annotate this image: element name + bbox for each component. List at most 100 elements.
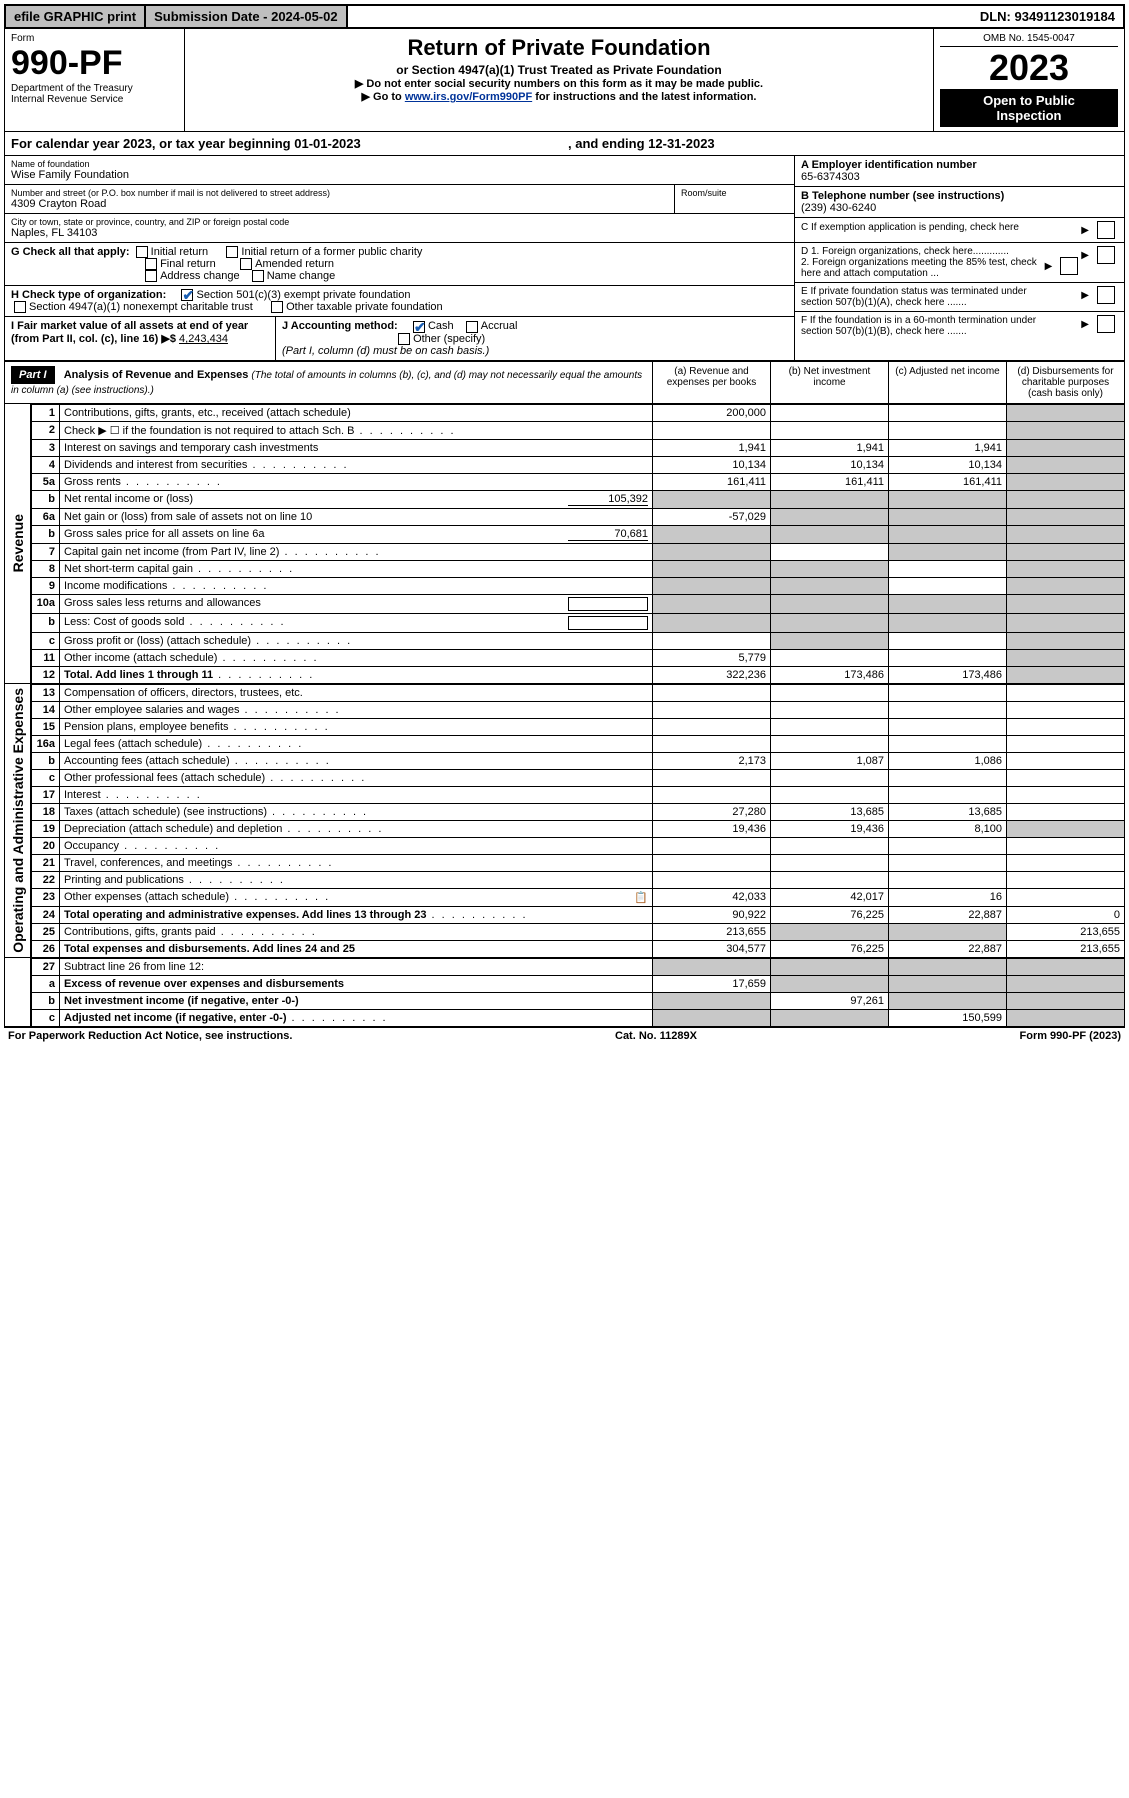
irs-link[interactable]: www.irs.gov/Form990PF — [405, 91, 532, 103]
revenue-table: 1Contributions, gifts, grants, etc., rec… — [31, 404, 1125, 684]
cell-b: 76,225 — [771, 940, 889, 957]
line-number: c — [32, 632, 60, 649]
cell-d — [1007, 752, 1125, 769]
cell-c — [889, 735, 1007, 752]
j-label: J Accounting method: — [282, 320, 398, 332]
a-label: A Employer identification number — [801, 159, 977, 171]
501c3-checkbox[interactable] — [181, 289, 193, 301]
cell-c: 161,411 — [889, 473, 1007, 490]
f-label: F If the foundation is in a 60-month ter… — [801, 315, 1051, 337]
cell-c — [889, 837, 1007, 854]
cell-b — [771, 613, 889, 632]
cell-b: 161,411 — [771, 473, 889, 490]
cash-checkbox[interactable] — [413, 321, 425, 333]
cell-d — [1007, 854, 1125, 871]
e-checkbox[interactable] — [1097, 286, 1115, 304]
line-description: Travel, conferences, and meetings — [60, 854, 653, 871]
tax-year: 2023 — [940, 47, 1118, 89]
line-description: Gross profit or (loss) (attach schedule) — [60, 632, 653, 649]
other-method-checkbox[interactable] — [398, 333, 410, 345]
line-description: Depreciation (attach schedule) and deple… — [60, 820, 653, 837]
line-number: 1 — [32, 404, 60, 421]
line-description: Total operating and administrative expen… — [60, 906, 653, 923]
cell-b: 1,941 — [771, 439, 889, 456]
part1-label: Part I — [11, 366, 55, 384]
open-public-badge: Open to Public Inspection — [940, 89, 1118, 127]
cell-b — [771, 769, 889, 786]
amended-return-checkbox[interactable] — [240, 258, 252, 270]
j-cash: Cash — [428, 320, 454, 332]
4947-checkbox[interactable] — [14, 301, 26, 313]
instr2-post: for instructions and the latest informat… — [532, 91, 756, 103]
city-label: City or town, state or province, country… — [11, 217, 788, 227]
cell-b — [771, 421, 889, 439]
table-row: 2Check ▶ ☐ if the foundation is not requ… — [32, 421, 1125, 439]
g-opt-2: Final return — [160, 258, 216, 270]
table-row: 20Occupancy — [32, 837, 1125, 854]
cell-c — [889, 632, 1007, 649]
cell-a — [653, 871, 771, 888]
cell-b: 19,436 — [771, 820, 889, 837]
line-description: Adjusted net income (if negative, enter … — [60, 1009, 653, 1026]
name-change-checkbox[interactable] — [252, 270, 264, 282]
line-number: 20 — [32, 837, 60, 854]
cell-a: 200,000 — [653, 404, 771, 421]
line-description: Net gain or (loss) from sale of assets n… — [60, 508, 653, 525]
final-return-checkbox[interactable] — [145, 258, 157, 270]
line-description: Gross sales less returns and allowances — [60, 594, 653, 613]
foundation-name: Wise Family Foundation — [11, 169, 788, 181]
cell-b: 42,017 — [771, 888, 889, 906]
initial-return-checkbox[interactable] — [136, 246, 148, 258]
cell-c — [889, 613, 1007, 632]
revenue-section: Revenue 1Contributions, gifts, grants, e… — [4, 404, 1125, 684]
g-opt-1: Initial return of a former public charit… — [241, 246, 422, 258]
c-checkbox[interactable] — [1097, 221, 1115, 239]
table-row: 24Total operating and administrative exp… — [32, 906, 1125, 923]
address-change-checkbox[interactable] — [145, 270, 157, 282]
cell-d — [1007, 404, 1125, 421]
j-block: J Accounting method: Cash Accrual Other … — [275, 317, 794, 359]
line-description: Income modifications — [60, 577, 653, 594]
cell-d — [1007, 649, 1125, 666]
line-description: Legal fees (attach schedule) — [60, 735, 653, 752]
cell-b: 173,486 — [771, 666, 889, 683]
line-number: 23 — [32, 888, 60, 906]
dln-label: DLN: 93491123019184 — [972, 6, 1123, 27]
table-row: 11Other income (attach schedule)5,779 — [32, 649, 1125, 666]
cell-d — [1007, 992, 1125, 1009]
d1-checkbox[interactable] — [1097, 246, 1115, 264]
line-number: 22 — [32, 871, 60, 888]
line-number: c — [32, 769, 60, 786]
cell-c — [889, 992, 1007, 1009]
cell-b — [771, 958, 889, 975]
cell-c: 1,086 — [889, 752, 1007, 769]
cell-c: 1,941 — [889, 439, 1007, 456]
cell-c — [889, 871, 1007, 888]
line-number: 24 — [32, 906, 60, 923]
d2-checkbox[interactable] — [1060, 257, 1078, 275]
j-other: Other (specify) — [413, 333, 485, 345]
cell-c: 16 — [889, 888, 1007, 906]
cell-d — [1007, 958, 1125, 975]
line-description: Gross rents — [60, 473, 653, 490]
room-label: Room/suite — [681, 188, 788, 198]
other-taxable-checkbox[interactable] — [271, 301, 283, 313]
line-number: b — [32, 752, 60, 769]
instr-2: ▶ Go to www.irs.gov/Form990PF for instru… — [191, 90, 927, 103]
line-number: c — [32, 1009, 60, 1026]
line-description: Other income (attach schedule) — [60, 649, 653, 666]
line-description: Interest on savings and temporary cash i… — [60, 439, 653, 456]
form-number: 990-PF — [11, 44, 178, 83]
f-checkbox[interactable] — [1097, 315, 1115, 333]
line-number: 18 — [32, 803, 60, 820]
accrual-checkbox[interactable] — [466, 321, 478, 333]
initial-former-checkbox[interactable] — [226, 246, 238, 258]
cell-c: 8,100 — [889, 820, 1007, 837]
cell-c — [889, 577, 1007, 594]
part1-header: Part I Analysis of Revenue and Expenses … — [4, 361, 1125, 404]
line-number: 7 — [32, 543, 60, 560]
cell-c — [889, 769, 1007, 786]
cell-a — [653, 490, 771, 508]
cell-d — [1007, 456, 1125, 473]
cell-c — [889, 975, 1007, 992]
